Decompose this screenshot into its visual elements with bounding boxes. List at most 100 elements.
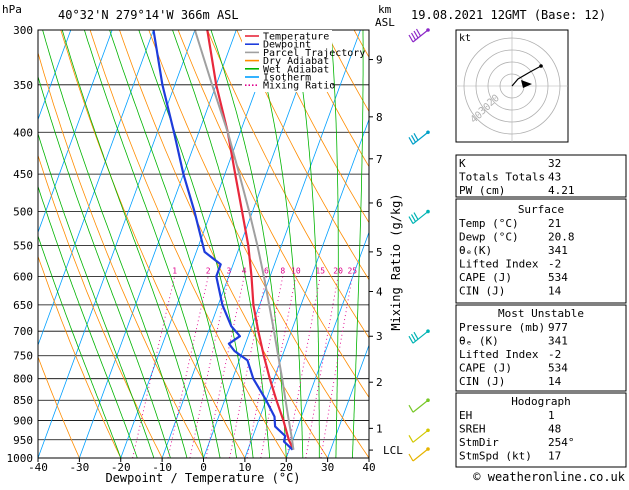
wet-adiabat-line xyxy=(25,30,171,458)
pressure-tick-label: 800 xyxy=(13,373,33,386)
isotherm-line xyxy=(162,30,319,458)
wet-adiabat-line xyxy=(352,30,363,458)
mixing-ratio-label: 4 xyxy=(242,266,247,275)
pressure-tick-label: 500 xyxy=(13,206,33,219)
altitude-tick-label: 1 xyxy=(376,422,383,435)
temp-tick-label: -30 xyxy=(69,461,89,474)
mixing-ratio-label: 25 xyxy=(347,266,357,275)
surface-label: CAPE (J) xyxy=(459,271,512,284)
wind-barbs xyxy=(409,28,430,461)
wind-barb xyxy=(409,428,430,442)
isotherm-line xyxy=(79,30,236,458)
y-axis-title: Mixing Ratio (g/kg) xyxy=(389,193,403,330)
altitude-tick-label: 7 xyxy=(376,153,383,166)
surface-label: Lifted Index xyxy=(459,258,539,271)
pressure-tick-label: 650 xyxy=(13,299,33,312)
hodograph-table-value: 1 xyxy=(548,409,555,422)
mixing-ratio-label: 1 xyxy=(172,266,177,275)
wet-adiabat-line xyxy=(369,30,391,458)
index-label: K xyxy=(459,157,466,170)
pressure-tick-label: 700 xyxy=(13,325,33,338)
surface-label: CIN (J) xyxy=(459,285,505,298)
hodograph-table-label: EH xyxy=(459,409,472,422)
index-value: 4.21 xyxy=(548,184,575,197)
hodograph-table-title: Hodograph xyxy=(511,395,571,408)
surface-value: 341 xyxy=(548,244,568,257)
valid-datetime: 19.08.2021 12GMT (Base: 12) xyxy=(411,8,606,22)
dry-adiabat-line xyxy=(0,30,79,458)
isotherm-line xyxy=(121,30,278,458)
temp-tick-label: 40 xyxy=(362,461,375,474)
index-value: 43 xyxy=(548,171,561,184)
hodograph-point xyxy=(539,64,543,68)
wind-barb xyxy=(409,28,430,42)
wind-barb xyxy=(409,447,430,461)
dry-adiabat-line xyxy=(149,30,369,458)
altitude-tick-label: 2 xyxy=(376,376,383,389)
copyright: © weatheronline.co.uk xyxy=(473,470,625,484)
altitude-tick-label: 3 xyxy=(376,330,383,343)
mixing-ratio-label: 6 xyxy=(264,266,269,275)
most-unstable-value: -2 xyxy=(548,348,561,361)
surface-label: θₑ(K) xyxy=(459,244,492,257)
pressure-tick-label: 550 xyxy=(13,239,33,252)
wind-barb xyxy=(409,210,430,224)
surface-title: Surface xyxy=(518,203,564,216)
wind-barb xyxy=(409,130,430,144)
pressure-tick-label: 950 xyxy=(13,434,33,447)
temperature-profile xyxy=(207,30,293,450)
altitude-tick-label: 6 xyxy=(376,197,383,210)
most-unstable-value: 14 xyxy=(548,375,562,388)
isotherm-line xyxy=(0,30,71,458)
hodograph-unit-label: kt xyxy=(459,33,471,44)
surface-value: 21 xyxy=(548,217,561,230)
most-unstable-value: 534 xyxy=(548,362,568,375)
mixing-ratio-label: 20 xyxy=(333,266,343,275)
dry-adiabat-line xyxy=(589,30,629,458)
altitude-tick-label: 8 xyxy=(376,111,383,124)
mixing-ratio-label: 10 xyxy=(291,266,301,275)
station-location: 40°32'N 279°14'W 366m ASL xyxy=(58,8,239,22)
km-unit-label: km xyxy=(378,3,392,16)
most-unstable-value: 341 xyxy=(548,335,568,348)
surface-label: Dewp (°C) xyxy=(459,231,519,244)
dry-adiabat-line xyxy=(618,30,629,458)
temp-tick-label: -40 xyxy=(28,461,48,474)
mixing-ratio-line xyxy=(230,276,267,458)
wet-adiabat-line xyxy=(62,30,203,458)
pressure-tick-label: 850 xyxy=(13,394,33,407)
most-unstable-label: CIN (J) xyxy=(459,375,505,388)
x-axis-title: Dewpoint / Temperature (°C) xyxy=(105,471,300,485)
index-value: 32 xyxy=(548,157,561,170)
pressure-tick-label: 300 xyxy=(13,24,33,37)
mixing-ratio-line xyxy=(206,276,244,458)
mixing-ratio-label: 8 xyxy=(280,266,285,275)
hodograph-table-label: StmDir xyxy=(459,436,499,449)
most-unstable-label: Pressure (mb) xyxy=(459,321,545,334)
dry-adiabat-line xyxy=(560,30,629,458)
mixing-ratio-line xyxy=(287,276,320,458)
surface-value: 534 xyxy=(548,271,568,284)
hodograph-table-label: SREH xyxy=(459,423,486,436)
most-unstable-label: θₑ (K) xyxy=(459,335,499,348)
pressure-tick-label: 400 xyxy=(13,126,33,139)
pressure-tick-label: 350 xyxy=(13,79,33,92)
index-label: Totals Totals xyxy=(459,171,545,184)
hpa-unit-label: hPa xyxy=(2,3,22,16)
mixing-ratio-label: 2 xyxy=(206,266,211,275)
wind-barb xyxy=(409,398,430,412)
most-unstable-value: 977 xyxy=(548,321,568,334)
surface-value: 14 xyxy=(548,285,562,298)
hodograph-table-value: 17 xyxy=(548,450,561,463)
hodograph-table-label: StmSpd (kt) xyxy=(459,450,532,463)
mixing-ratio-line xyxy=(168,276,208,458)
most-unstable-label: Lifted Index xyxy=(459,348,539,361)
surface-label: Temp (°C) xyxy=(459,217,519,230)
altitude-tick-label: LCL xyxy=(383,444,403,457)
mixing-ratio-label: 15 xyxy=(315,266,325,275)
